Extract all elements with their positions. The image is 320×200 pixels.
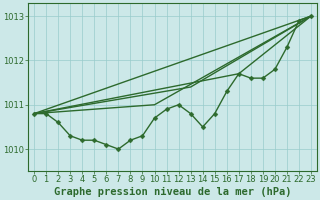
X-axis label: Graphe pression niveau de la mer (hPa): Graphe pression niveau de la mer (hPa)	[54, 187, 291, 197]
